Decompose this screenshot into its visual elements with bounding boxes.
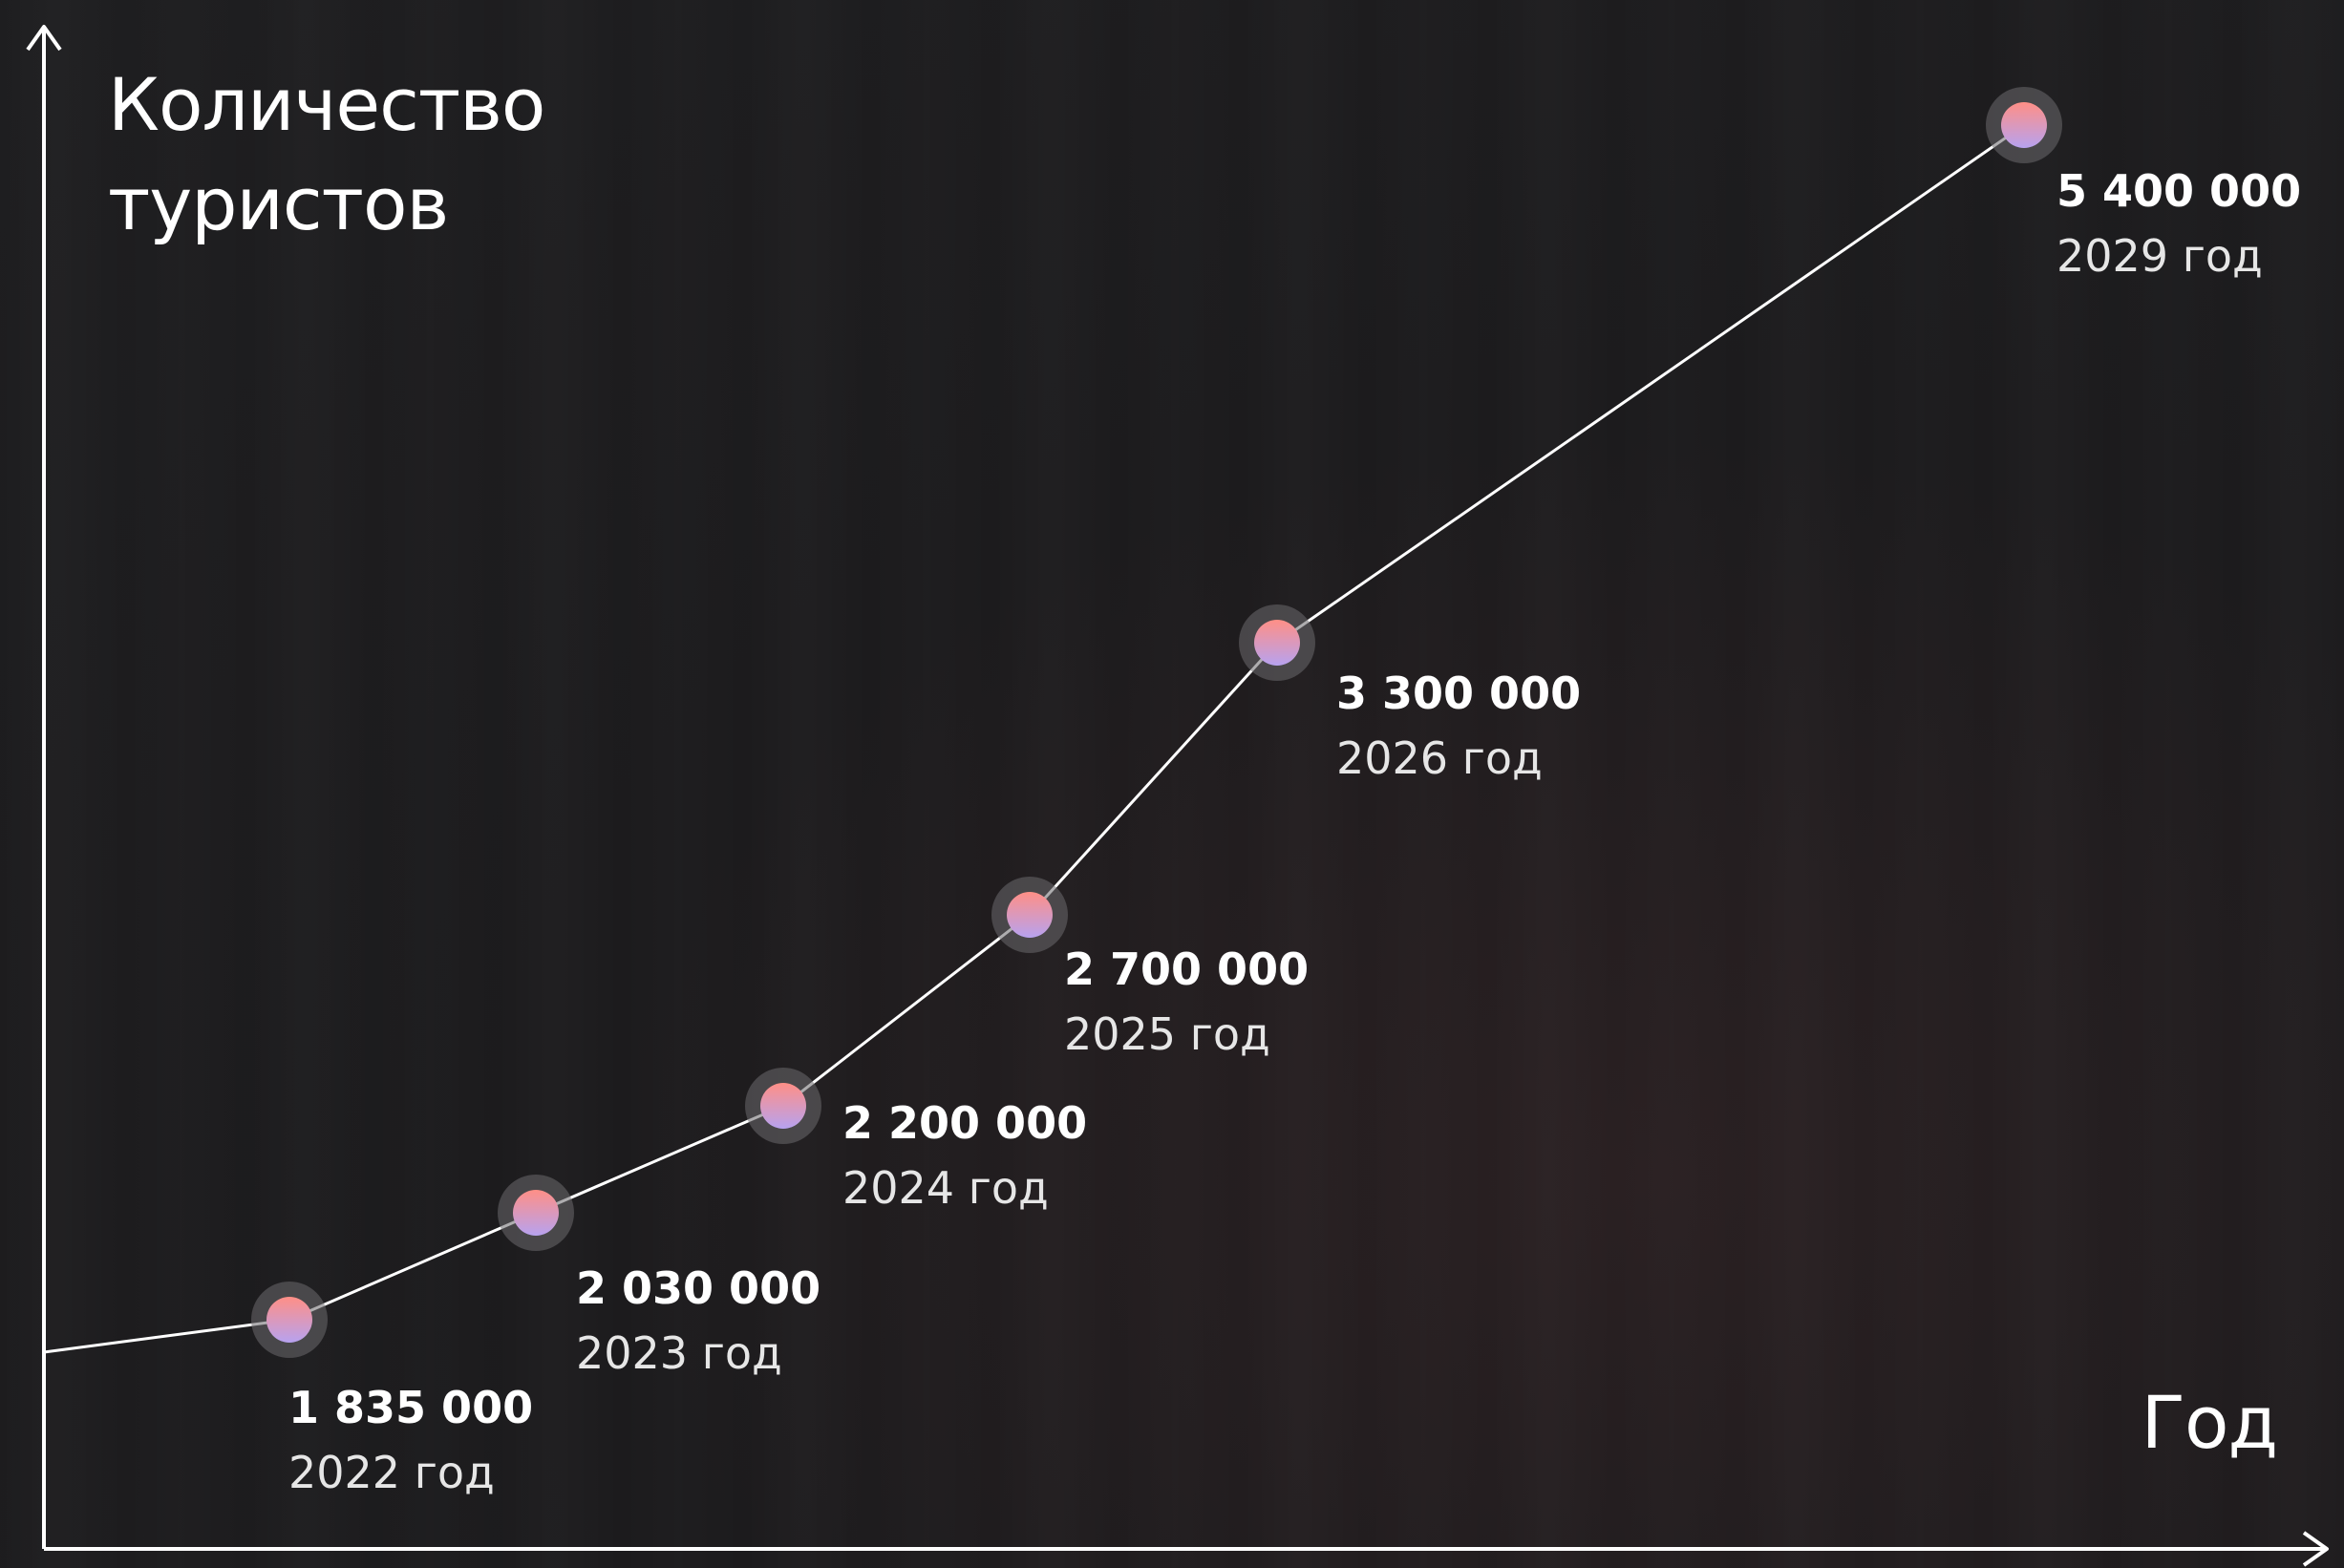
series-line-segment (535, 1104, 784, 1215)
x-axis-label: Год (2141, 1380, 2278, 1465)
series-line-lead-in (43, 1318, 290, 1354)
value-label-2024: 2 200 000 (842, 1097, 1087, 1149)
data-point-2029 (2001, 102, 2047, 148)
series-line-segment (1028, 641, 1279, 917)
year-label-2022: 2022 год (288, 1447, 495, 1498)
series-line-segment (1276, 123, 2025, 645)
year-label-2029: 2029 год (2056, 230, 2263, 282)
data-point-2024 (760, 1083, 806, 1129)
year-label-2026: 2026 год (1336, 732, 1543, 784)
value-label-2026: 3 300 000 (1336, 667, 1581, 719)
series-line-segment (782, 913, 1031, 1108)
data-point-2025 (1007, 892, 1053, 938)
data-point-2026 (1254, 620, 1300, 666)
y-axis-label-line-2: туристов (108, 161, 449, 246)
data-point-2022 (266, 1297, 312, 1343)
value-label-2023: 2 030 000 (576, 1262, 820, 1314)
year-label-2025: 2025 год (1064, 1008, 1270, 1060)
year-label-2024: 2024 год (842, 1162, 1049, 1214)
x-axis-arrow-icon (2302, 1531, 2329, 1567)
value-label-2029: 5 400 000 (2056, 165, 2301, 217)
value-label-2025: 2 700 000 (1064, 943, 1309, 995)
y-axis-arrow-icon (26, 25, 62, 52)
series-line-segment (288, 1211, 537, 1322)
value-label-2022: 1 835 000 (288, 1382, 533, 1433)
year-label-2023: 2023 год (576, 1327, 782, 1379)
y-axis-label-line-1: Количество (108, 62, 545, 147)
data-point-2023 (513, 1190, 559, 1236)
